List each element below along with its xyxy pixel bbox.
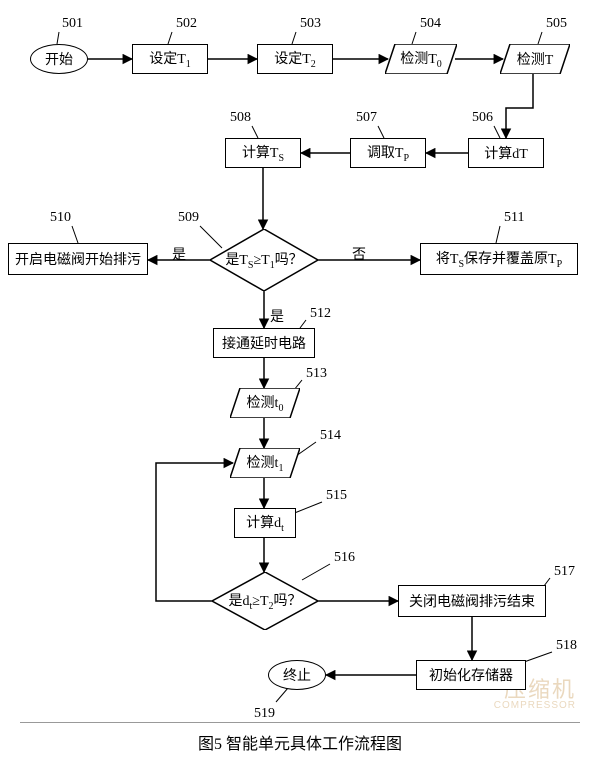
watermark-line2: COMPRESSOR — [494, 701, 576, 711]
node-start: 开始 — [30, 44, 88, 74]
callout-513: 513 — [306, 366, 327, 382]
callout-512: 512 — [310, 306, 331, 322]
callout-505: 505 — [546, 16, 567, 32]
flowchart-canvas: 图5 智能单元具体工作流程图 压缩机 COMPRESSOR 开始设定T1设定T2… — [0, 0, 600, 759]
callout-508: 508 — [230, 110, 251, 126]
node-n513: 检测t0 — [230, 388, 300, 418]
node-n518: 初始化存储器 — [416, 660, 526, 690]
node-n507: 调取TP — [350, 138, 426, 168]
callout-518: 518 — [556, 638, 577, 654]
callout-511: 511 — [504, 210, 524, 226]
callout-517: 517 — [554, 564, 575, 580]
callout-506: 506 — [472, 110, 493, 126]
callout-507: 507 — [356, 110, 377, 126]
edge-label: 否 — [352, 244, 366, 264]
node-n516: 是dt≥T2吗？ — [212, 572, 318, 630]
figure-caption: 图5 智能单元具体工作流程图 — [0, 730, 600, 754]
callout-516: 516 — [334, 550, 355, 566]
callout-502: 502 — [176, 16, 197, 32]
edges-layer — [0, 0, 600, 759]
callout-515: 515 — [326, 488, 347, 504]
node-n508: 计算TS — [225, 138, 301, 168]
callout-519: 519 — [254, 706, 275, 722]
node-n505: 检测T — [500, 44, 570, 74]
node-n502: 设定T1 — [132, 44, 208, 74]
node-end: 终止 — [268, 660, 326, 690]
callout-514: 514 — [320, 428, 341, 444]
node-n504: 检测T0 — [385, 44, 457, 74]
node-n510: 开启电磁阀开始排污 — [8, 243, 148, 275]
node-n515: 计算dt — [234, 508, 296, 538]
node-n512: 接通延时电路 — [213, 328, 315, 358]
caption-rule — [20, 722, 580, 723]
callout-509: 509 — [178, 210, 199, 226]
node-n509: 是TS≥T1吗？ — [210, 229, 318, 291]
node-n503: 设定T2 — [257, 44, 333, 74]
node-n514: 检测t1 — [230, 448, 300, 478]
node-n506: 计算dT — [468, 138, 544, 168]
callout-510: 510 — [50, 210, 71, 226]
node-n511: 将TS保存并覆盖原TP — [420, 243, 578, 275]
edge-label: 是 — [270, 306, 284, 326]
node-n517: 关闭电磁阀排污结束 — [398, 585, 546, 617]
callout-504: 504 — [420, 16, 441, 32]
callout-501: 501 — [62, 16, 83, 32]
callout-503: 503 — [300, 16, 321, 32]
edge-label: 是 — [172, 244, 186, 264]
